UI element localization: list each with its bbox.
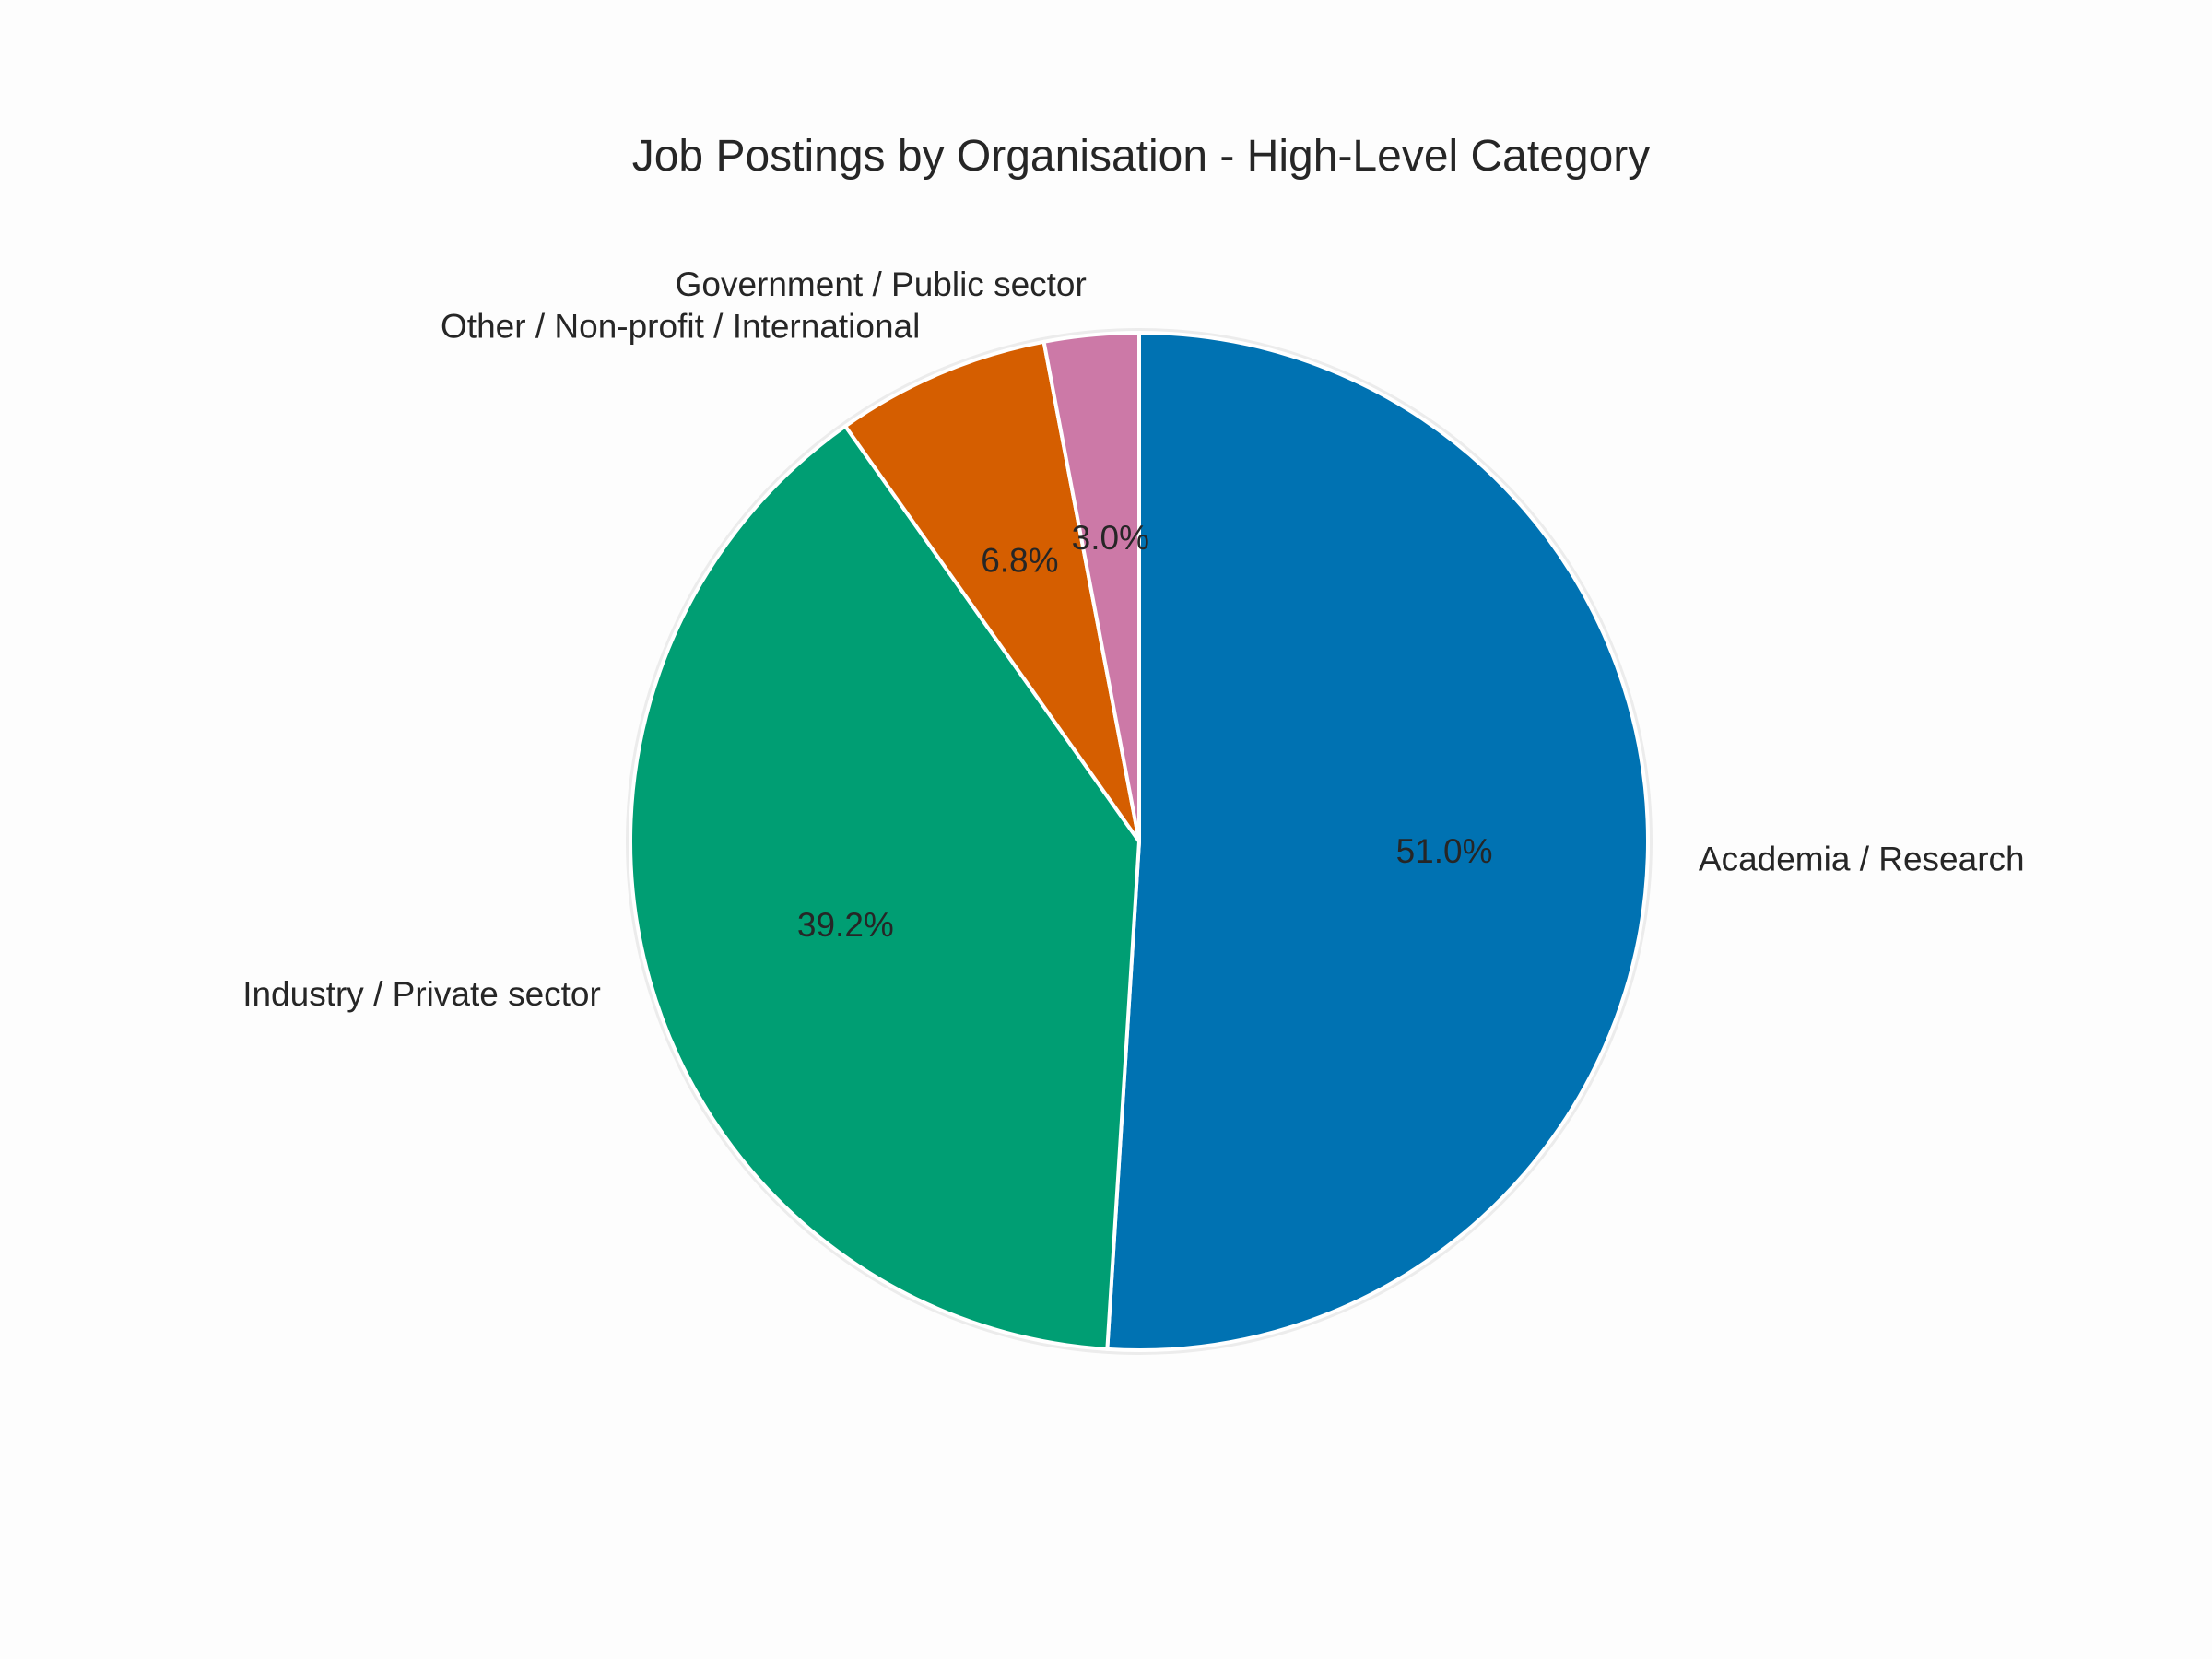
pct-label: 51.0% [1396, 832, 1493, 870]
percentage-labels: 51.0% 39.2% 6.8% 3.0% [797, 519, 1493, 944]
category-labels: Academia / Research Industry / Private se… [242, 265, 2024, 1013]
category-label: Industry / Private sector [242, 975, 601, 1013]
category-label: Government / Public sector [676, 265, 1087, 303]
category-label: Other / Non-profit / International [441, 308, 920, 346]
pie-outline [626, 328, 1653, 1355]
pct-label: 6.8% [981, 542, 1058, 580]
pie-slice-industry-private-sector [629, 424, 1141, 1351]
pie-slice-government-public-sector [1041, 331, 1141, 843]
pie-slices [629, 331, 1650, 1352]
pct-label: 39.2% [797, 906, 894, 944]
chart-title: Job Postings by Organisation - High-Leve… [631, 132, 1651, 181]
pie-slice-other-non-profit-international [843, 339, 1141, 843]
pie-slice-academia-research [1105, 331, 1650, 1352]
pct-label: 3.0% [1072, 519, 1149, 557]
category-label: Academia / Research [1699, 841, 2025, 878]
